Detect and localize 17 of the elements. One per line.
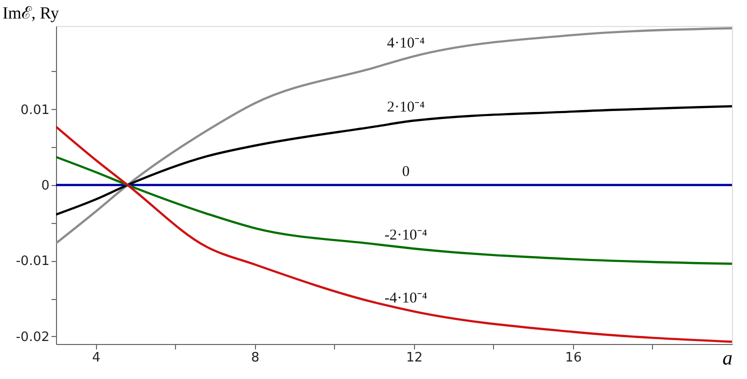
y-tick-label: -0.02 [16, 330, 50, 345]
series-label: 2·10⁻⁴ [387, 100, 425, 116]
y-axis-title: Imℰ, Ry [2, 4, 60, 22]
x-tick-label: 4 [92, 350, 100, 366]
y-tick-label: -0.01 [16, 254, 50, 270]
x-tick-label: 8 [251, 350, 260, 366]
x-axis-title: a [722, 348, 732, 370]
line-series [56, 27, 732, 244]
series-label: 0 [402, 164, 410, 180]
x-tick-label: 12 [406, 350, 423, 366]
x-tick-label: 16 [565, 350, 582, 366]
y-tick-label: 0.01 [20, 102, 50, 118]
series-label: -4·10⁻⁴ [384, 290, 428, 306]
y-tick-label: 0 [41, 178, 50, 194]
series-label: -2·10⁻⁴ [384, 228, 428, 244]
series-label: 4·10⁻⁴ [387, 35, 425, 52]
line-series [56, 156, 732, 265]
